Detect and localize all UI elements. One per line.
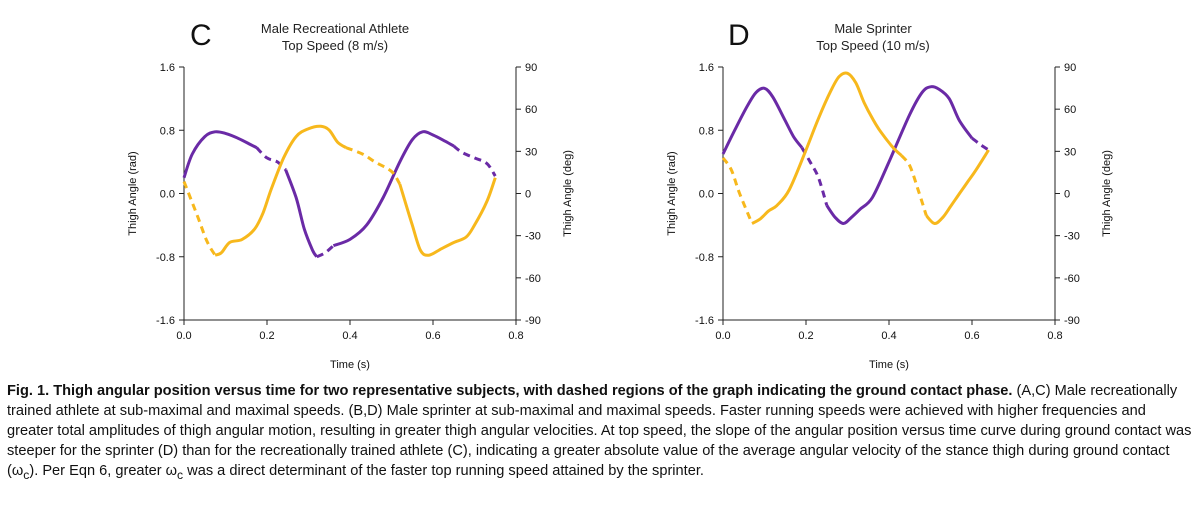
y-right-tick-label: 60 bbox=[525, 104, 537, 116]
chart-title-line: Male Recreational Athlete bbox=[261, 21, 409, 36]
x-tick-label: 0.6 bbox=[964, 330, 979, 342]
series-line-dashed bbox=[182, 181, 217, 256]
x-tick-label: 0.6 bbox=[425, 330, 440, 342]
y-right-tick-label: 90 bbox=[525, 62, 537, 74]
x-tick-label: 0.0 bbox=[176, 330, 191, 342]
charts: C Male Recreational Athlete Top Speed (8 m… bbox=[127, 19, 1113, 371]
series-line-dashed bbox=[345, 146, 402, 185]
series-line-dashed bbox=[800, 146, 829, 206]
y-right-tick-label: -30 bbox=[525, 231, 541, 243]
caption-body: (A,C) Male recreationally trained athlet… bbox=[7, 383, 1192, 479]
x-axis-label: Time (s) bbox=[330, 359, 370, 371]
series-line-solid bbox=[721, 86, 804, 155]
y-right-tick-label: -60 bbox=[525, 273, 541, 285]
x-tick-label: 0.8 bbox=[508, 330, 523, 342]
series-line-solid bbox=[182, 130, 258, 179]
y-tick-label: -0.8 bbox=[695, 252, 714, 264]
omega-symbol-2: ω bbox=[165, 463, 178, 479]
omega-subscript: c bbox=[23, 467, 30, 482]
y-tick-label: 1.6 bbox=[160, 62, 175, 74]
x-tick-label: 0.8 bbox=[1047, 330, 1062, 342]
y-tick-label: 0.0 bbox=[160, 189, 175, 201]
y-axis-label: Thigh Angle (rad) bbox=[666, 151, 678, 235]
series-line-solid bbox=[284, 169, 319, 258]
series-line-solid bbox=[751, 71, 903, 225]
y-tick-label: 0.8 bbox=[160, 125, 175, 137]
y-tick-label: 0.8 bbox=[699, 125, 714, 137]
x-tick-label: 0.2 bbox=[798, 330, 813, 342]
caption-body-end: was a direct determinant of the faster t… bbox=[183, 463, 704, 479]
y-axis-right-label: Thigh Angle (deg) bbox=[1101, 150, 1113, 237]
x-tick-label: 0.2 bbox=[259, 330, 274, 342]
panel-label: C bbox=[190, 19, 212, 52]
series-line-solid bbox=[398, 177, 497, 257]
series-line-dashed bbox=[255, 146, 287, 171]
y-tick-label: -0.8 bbox=[156, 252, 175, 264]
y-right-tick-label: 30 bbox=[1064, 146, 1076, 158]
x-tick-label: 0.4 bbox=[881, 330, 896, 342]
x-axis-label: Time (s) bbox=[869, 359, 909, 371]
y-right-tick-label: 60 bbox=[1064, 104, 1076, 116]
y-right-tick-label: 30 bbox=[525, 146, 537, 158]
series-line-solid bbox=[214, 124, 347, 257]
series-line-dashed bbox=[971, 136, 990, 152]
caption-title: Fig. 1. Thigh angular position versus ti… bbox=[7, 383, 1013, 399]
y-right-tick-label: 90 bbox=[1064, 62, 1076, 74]
chart-title-line: Male Sprinter bbox=[834, 21, 912, 36]
y-tick-label: -1.6 bbox=[156, 315, 175, 327]
figure-caption: Fig. 1. Thigh angular position versus ti… bbox=[7, 381, 1195, 485]
y-right-tick-label: -60 bbox=[1064, 273, 1080, 285]
y-axis-label: Thigh Angle (rad) bbox=[127, 151, 139, 235]
x-tick-label: 0.4 bbox=[342, 330, 357, 342]
series-line-dashed bbox=[452, 144, 497, 177]
series-line-solid bbox=[925, 149, 990, 225]
series-line-dashed bbox=[900, 154, 928, 217]
y-right-tick-label: -90 bbox=[1064, 315, 1080, 327]
panel-label: D bbox=[728, 19, 750, 52]
series-line-solid bbox=[332, 130, 455, 248]
y-right-tick-label: 0 bbox=[525, 189, 531, 201]
y-right-tick-label: -90 bbox=[525, 315, 541, 327]
caption-body-middle: ). Per Eqn 6, greater bbox=[29, 463, 166, 479]
y-tick-label: -1.6 bbox=[695, 315, 714, 327]
y-axis-right-label: Thigh Angle (deg) bbox=[562, 150, 574, 237]
y-tick-label: 0.0 bbox=[699, 189, 714, 201]
chart-title-line: Top Speed (10 m/s) bbox=[816, 38, 929, 53]
y-right-tick-label: 0 bbox=[1064, 189, 1070, 201]
series-line-dashed bbox=[316, 244, 335, 259]
series-line-dashed bbox=[721, 156, 754, 225]
x-tick-label: 0.0 bbox=[715, 330, 730, 342]
omega-subscript-2: c bbox=[177, 467, 184, 482]
chart-title-line: Top Speed (8 m/s) bbox=[282, 38, 388, 53]
y-right-tick-label: -30 bbox=[1064, 231, 1080, 243]
y-tick-label: 1.6 bbox=[699, 62, 714, 74]
series-line-solid bbox=[825, 85, 974, 225]
omega-symbol: ω bbox=[11, 463, 24, 479]
